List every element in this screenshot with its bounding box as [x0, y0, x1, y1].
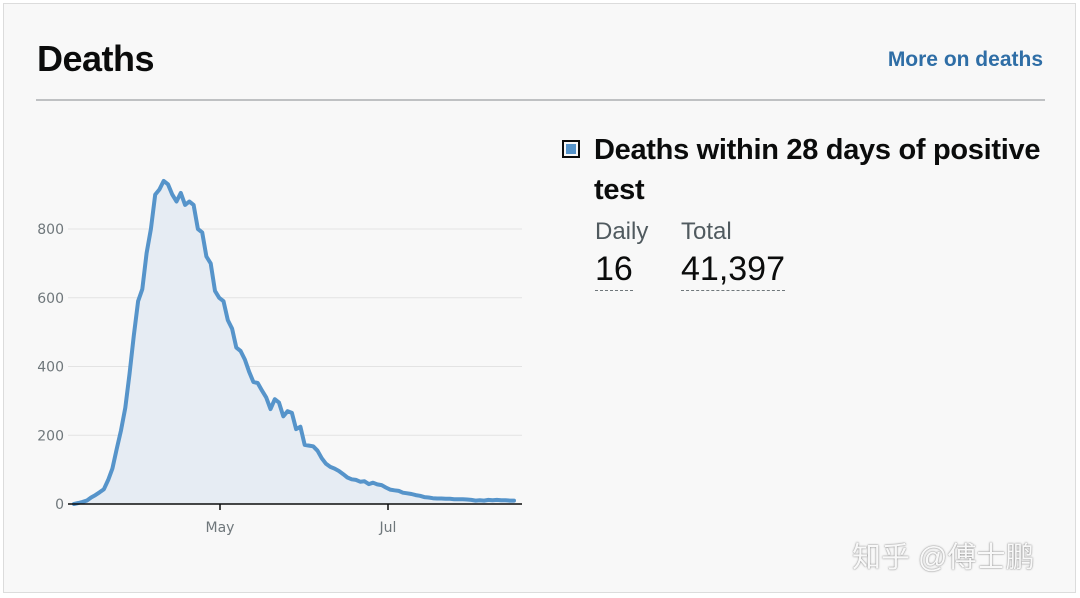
deaths-chart: 0 200 400 600 800 May Jul — [37, 178, 522, 536]
daily-label: Daily — [595, 218, 649, 245]
page-title: Deaths — [37, 38, 155, 79]
total-stat: Total 41,397 — [681, 218, 785, 291]
x-tick-label: May — [206, 520, 235, 536]
y-tick-label: 800 — [37, 222, 64, 238]
legend-swatch-icon — [562, 140, 580, 158]
daily-stat: Daily 16 — [595, 218, 648, 291]
total-value[interactable]: 41,397 — [681, 250, 785, 291]
y-tick-label: 0 — [55, 497, 64, 513]
series-line — [72, 178, 516, 506]
y-tick-label: 600 — [37, 291, 64, 307]
y-tick-label: 400 — [37, 360, 64, 376]
series-area — [74, 180, 514, 504]
legend-label: Deaths within 28 days of positive test — [594, 134, 1041, 206]
total-label: Total — [681, 218, 732, 245]
y-tick-label: 200 — [37, 428, 64, 444]
daily-value[interactable]: 16 — [595, 250, 633, 291]
watermark: 知乎 @傅士鹏 — [852, 542, 1035, 574]
more-on-deaths-link[interactable]: More on deaths — [887, 48, 1043, 71]
header-divider — [36, 99, 1045, 101]
legend-swatch-fill — [566, 144, 576, 154]
x-tick-label: Jul — [379, 520, 397, 536]
